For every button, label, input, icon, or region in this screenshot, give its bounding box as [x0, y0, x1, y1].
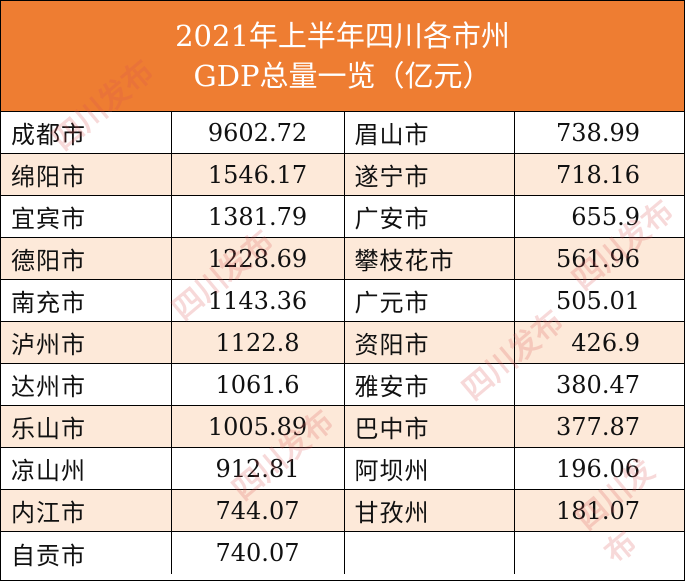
gdp-value: 740.07: [171, 531, 345, 574]
city-name: 绵阳市: [1, 153, 172, 196]
city-name: 遂宁市: [344, 153, 515, 196]
city-name: 资阳市: [344, 321, 515, 364]
table-row: 德阳市 1228.69 攀枝花市 561.96: [1, 237, 684, 280]
gdp-value: 561.96: [514, 237, 684, 280]
gdp-value: 377.87: [514, 405, 684, 448]
gdp-value: 1381.79: [171, 195, 345, 238]
city-name: 阿坝州: [344, 447, 515, 490]
gdp-value: 1143.36: [171, 279, 345, 322]
gdp-value: 738.99: [514, 112, 684, 154]
table-row: 内江市 744.07 甘孜州 181.07: [1, 489, 684, 532]
table-row: 成都市 9602.72 眉山市 738.99: [1, 112, 684, 154]
gdp-value: 196.06: [514, 447, 684, 490]
city-name: 内江市: [1, 489, 172, 532]
gdp-value: 9602.72: [171, 112, 345, 154]
table-row: 自贡市 740.07: [1, 531, 684, 575]
city-name: 宜宾市: [1, 195, 172, 238]
city-name: [344, 531, 515, 574]
city-name: 成都市: [1, 112, 172, 154]
gdp-value: 1005.89: [171, 405, 345, 448]
gdp-value: 744.07: [171, 489, 345, 532]
gdp-value: 912.81: [171, 447, 345, 490]
table-row: 乐山市 1005.89 巴中市 377.87: [1, 405, 684, 448]
table-row: 达州市 1061.6 雅安市 380.47: [1, 363, 684, 406]
gdp-value: 1061.6: [171, 363, 345, 406]
city-name: 达州市: [1, 363, 172, 406]
gdp-value: 1122.8: [171, 321, 345, 364]
gdp-value: 718.16: [514, 153, 684, 196]
city-name: 凉山州: [1, 447, 172, 490]
table-row: 宜宾市 1381.79 广安市 655.9: [1, 195, 684, 238]
city-name: 南充市: [1, 279, 172, 322]
city-name: 德阳市: [1, 237, 172, 280]
table-header: 2021年上半年四川各市州 GDP总量一览（亿元）: [1, 1, 684, 112]
city-name: 乐山市: [1, 405, 172, 448]
table-row: 凉山州 912.81 阿坝州 196.06: [1, 447, 684, 490]
table-row: 绵阳市 1546.17 遂宁市 718.16: [1, 153, 684, 196]
city-name: 攀枝花市: [344, 237, 515, 280]
gdp-value: 505.01: [514, 279, 684, 322]
gdp-table: 成都市 9602.72 眉山市 738.99 绵阳市 1546.17 遂宁市 7…: [1, 112, 684, 574]
city-name: 自贡市: [1, 531, 172, 574]
city-name: 眉山市: [344, 112, 515, 154]
city-name: 广元市: [344, 279, 515, 322]
gdp-value: 426.9: [514, 321, 684, 364]
city-name: 泸州市: [1, 321, 172, 364]
gdp-value: [514, 532, 684, 575]
city-name: 巴中市: [344, 405, 515, 448]
city-name: 雅安市: [344, 363, 515, 406]
city-name: 广安市: [344, 195, 515, 238]
city-name: 甘孜州: [344, 489, 515, 532]
gdp-value: 181.07: [514, 489, 684, 532]
title-line-1: 2021年上半年四川各市州: [175, 19, 510, 53]
title-line-2: GDP总量一览（亿元）: [193, 59, 492, 93]
gdp-value: 655.9: [514, 195, 684, 238]
gdp-value: 380.47: [514, 363, 684, 406]
gdp-value: 1228.69: [171, 237, 345, 280]
table-row: 泸州市 1122.8 资阳市 426.9: [1, 321, 684, 364]
gdp-value: 1546.17: [171, 153, 345, 196]
table-row: 南充市 1143.36 广元市 505.01: [1, 279, 684, 322]
